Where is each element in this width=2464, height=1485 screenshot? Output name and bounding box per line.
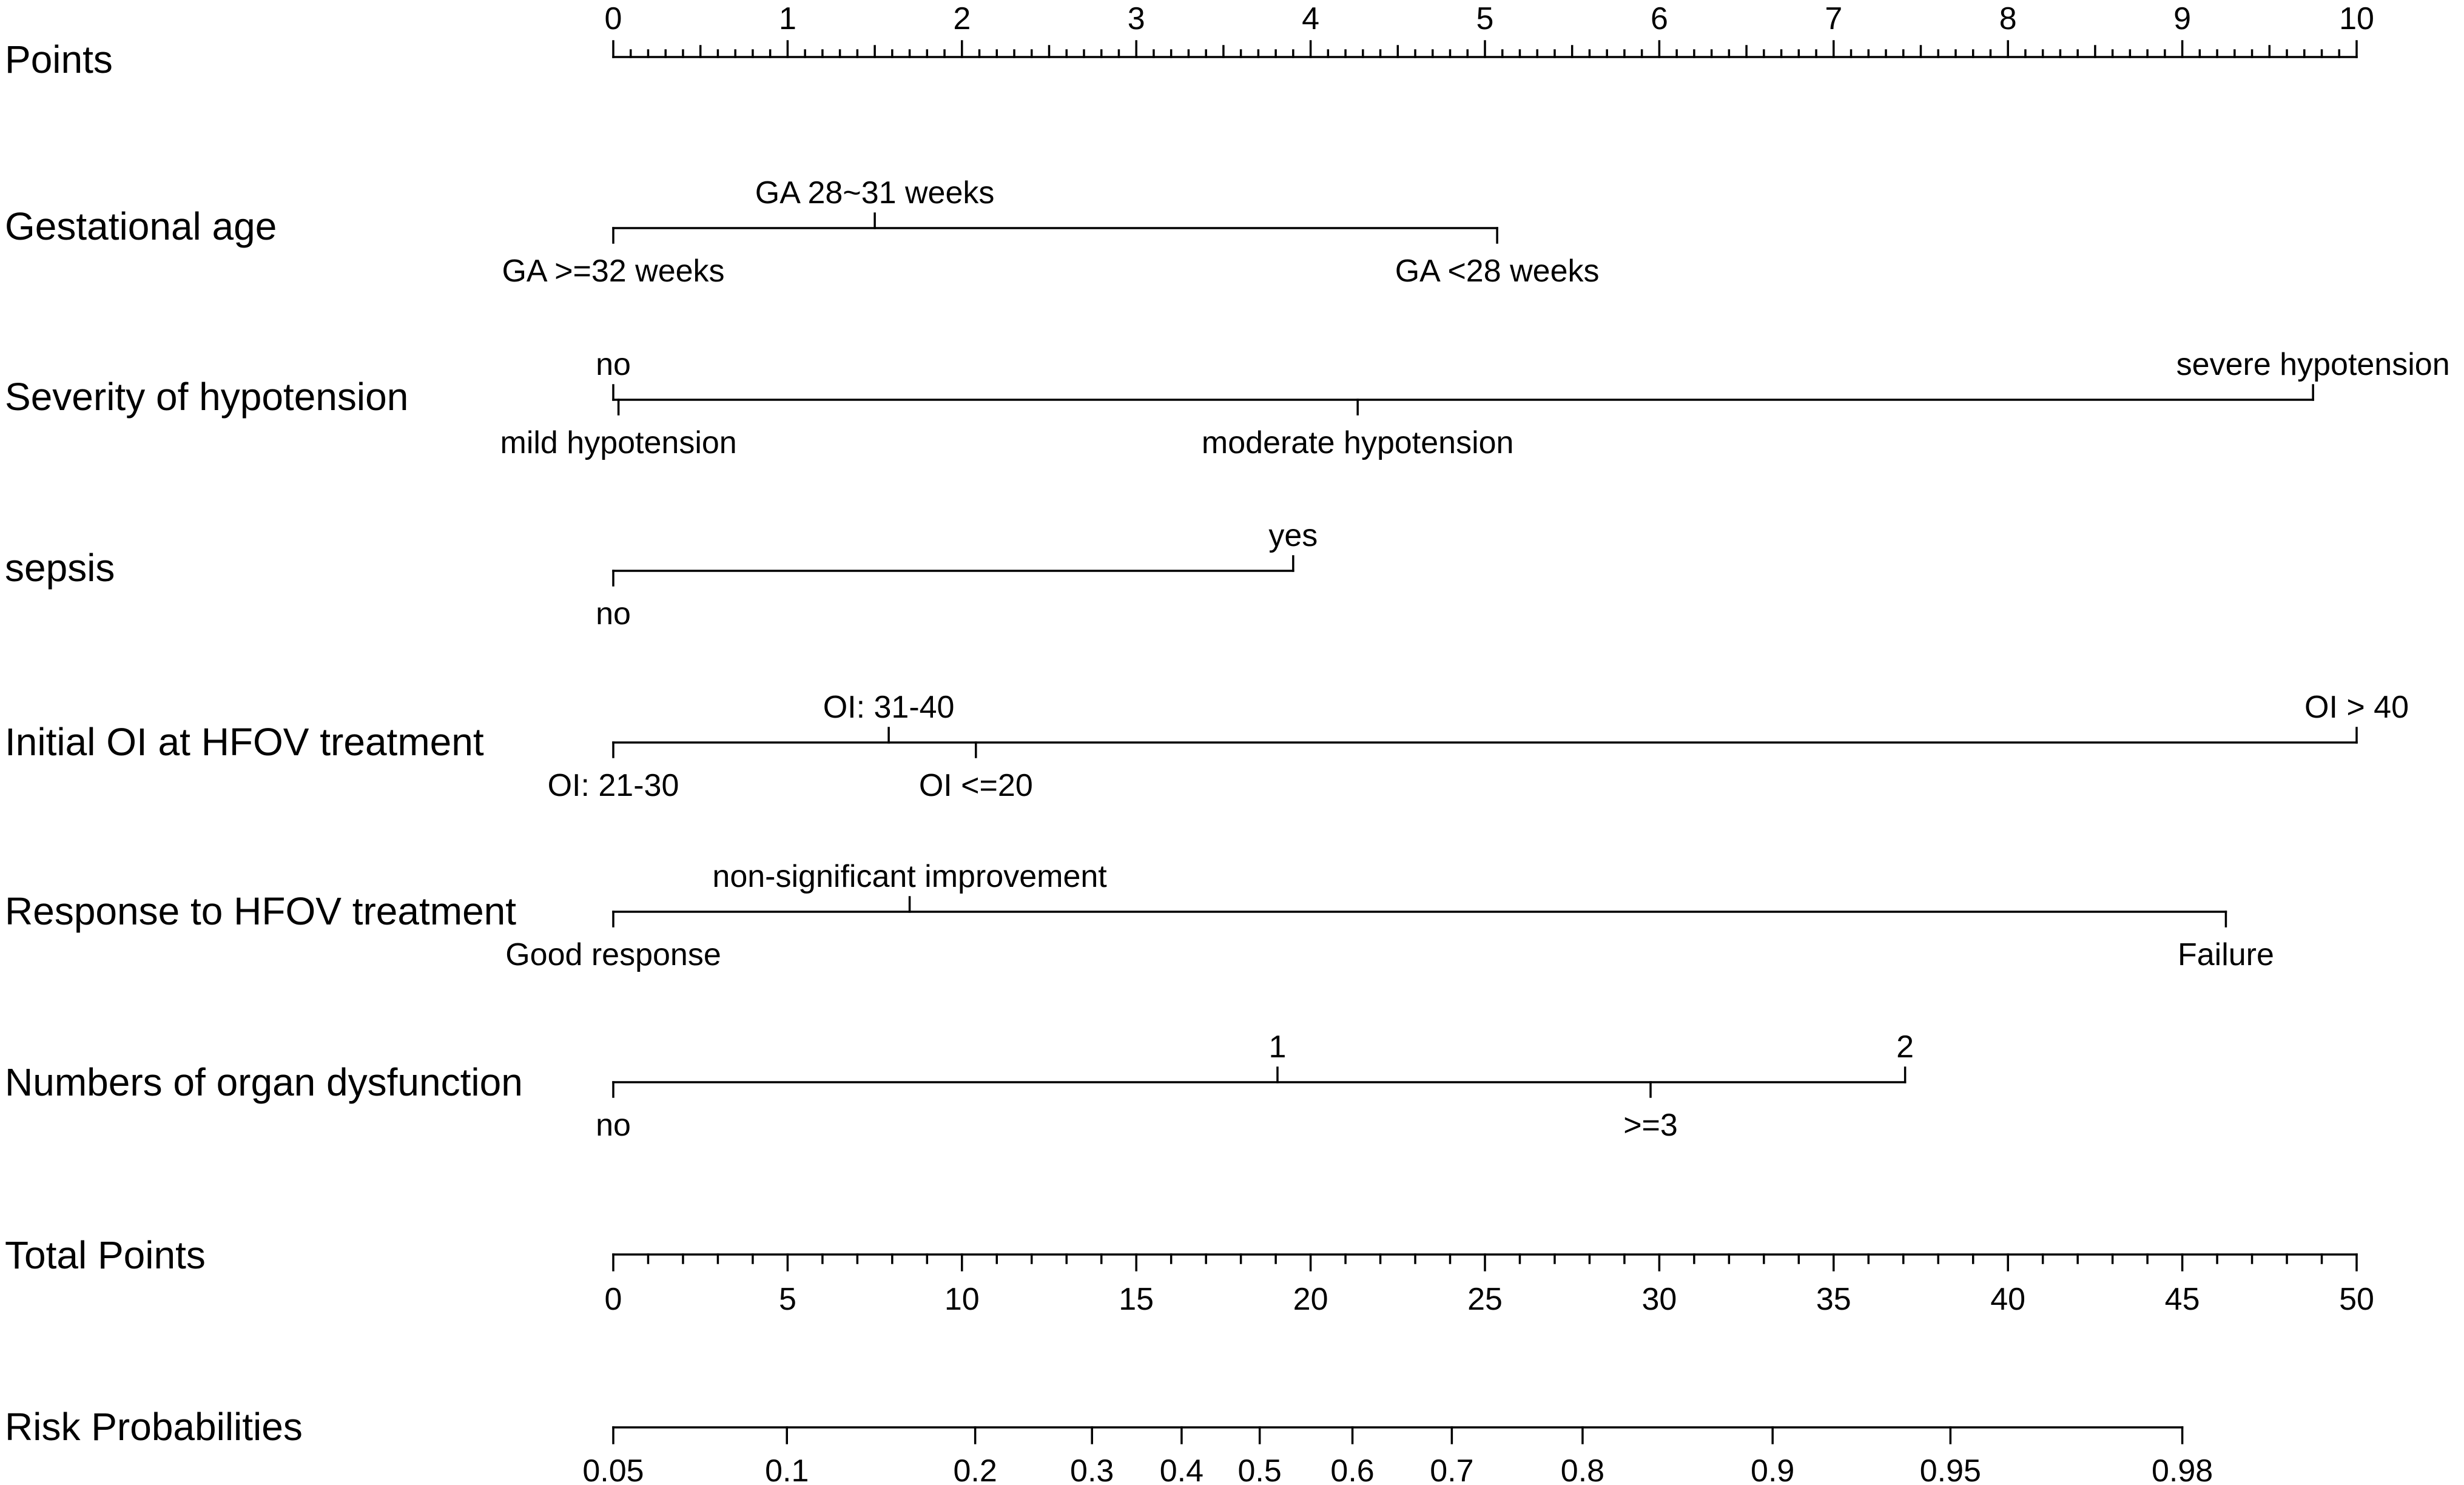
total-points-tick-label: 0: [605, 1282, 622, 1317]
level-label-ga-28-31-weeks: GA 28~31 weeks: [755, 175, 995, 210]
predictor-severity-of-hypotension: no mild hypotension moderate hypotension se…: [500, 347, 2450, 460]
predictor-label-organ-dysfunction: Numbers of organ dysfunction: [5, 1060, 523, 1104]
predictor-label-response-to-hfov: Response to HFOV treatment: [5, 889, 516, 933]
risk-tick-label: 0.1: [765, 1453, 809, 1485]
level-label-ga-32-weeks: GA >=32 weeks: [502, 254, 724, 289]
level-label-mild-hypotension: mild hypotension: [500, 425, 737, 460]
level-label-oi-21-30: OI: 21-30: [548, 768, 679, 803]
level-label-3: >=3: [1623, 1108, 1678, 1143]
points-axis-label: Points: [5, 38, 113, 81]
total-points-tick-label: 30: [1641, 1282, 1677, 1317]
total-points-tick-label: 10: [944, 1282, 980, 1317]
risk-tick-label: 0.2: [953, 1453, 997, 1485]
predictor-sepsis: no yes: [596, 518, 1318, 631]
total-points-tick-label: 20: [1293, 1282, 1328, 1317]
predictor-numbers-of-organ-dysfunction: no 1 >=3 2: [596, 1029, 1914, 1143]
level-label-severe-hypotension: severe hypotension: [2176, 347, 2450, 382]
points-tick-label: 6: [1651, 1, 1668, 36]
level-label-2: 2: [1896, 1029, 1914, 1065]
predictor-label-severity-of-hypotension: Severity of hypotension: [5, 375, 408, 419]
points-tick-label: 4: [1302, 1, 1319, 36]
risk-probabilities-axis: 0.05 0.1 0.2 0.3 0.4 0.5 0.6 0.7 0.8 0.9 0.95 0.98: [582, 1426, 2213, 1485]
points-tick-label: 10: [2339, 1, 2374, 36]
predictor-label-initial-oi: Initial OI at HFOV treatment: [5, 720, 484, 764]
total-points-axis-label: Total Points: [5, 1233, 206, 1277]
level-label-yes: yes: [1268, 518, 1318, 553]
risk-tick-label: 0.4: [1160, 1453, 1203, 1485]
total-points-axis: 0 5 10 15 20 25 30 35 40 45 50: [605, 1253, 2374, 1317]
total-points-tick-label: 40: [1990, 1282, 2025, 1317]
level-label-moderate-hypotension: moderate hypotension: [1202, 425, 1514, 460]
risk-tick-label: 0.5: [1238, 1453, 1282, 1485]
predictor-scales: GA >=32 weeks GA 28~31 weeks GA <28 weeks n…: [500, 175, 2450, 1143]
level-label-no: no: [596, 596, 631, 631]
total-points-tick-label: 45: [2165, 1282, 2200, 1317]
level-label-oi-31-40: OI: 31-40: [823, 690, 955, 725]
total-points-tick-label: 50: [2339, 1282, 2374, 1317]
level-label-failure: Failure: [2178, 937, 2274, 972]
points-tick-label: 0: [605, 1, 622, 36]
risk-tick-label: 0.9: [1751, 1453, 1794, 1485]
risk-tick-label: 0.05: [582, 1453, 644, 1485]
risk-tick-label: 0.7: [1430, 1453, 1473, 1485]
level-label-ga-28-weeks: GA <28 weeks: [1395, 254, 1600, 289]
risk-tick-label: 0.8: [1561, 1453, 1604, 1485]
total-points-tick-label: 25: [1467, 1282, 1503, 1317]
points-tick-label: 2: [953, 1, 971, 36]
row-labels: Points Gestational age Severity of hypot…: [5, 38, 523, 1449]
predictor-label-gestational-age: Gestational age: [5, 204, 277, 248]
points-axis: 0 1 2 3 4 5 6 7 8 9 10: [605, 1, 2374, 58]
risk-tick-label: 0.6: [1330, 1453, 1374, 1485]
predictor-gestational-age: GA >=32 weeks GA 28~31 weeks GA <28 weeks: [502, 175, 1599, 289]
risk-axis-label: Risk Probabilities: [5, 1405, 303, 1449]
predictor-label-sepsis: sepsis: [5, 546, 115, 590]
risk-tick-label: 0.3: [1070, 1453, 1114, 1485]
points-tick-label: 7: [1825, 1, 1842, 36]
total-points-tick-label: 35: [1816, 1282, 1851, 1317]
points-tick-label: 8: [1999, 1, 2017, 36]
total-points-tick-label: 5: [779, 1282, 796, 1317]
points-tick-label: 1: [779, 1, 796, 36]
level-label-no: no: [596, 347, 631, 382]
predictor-response-to-hfov-treatment: Good response non-significant improvement…: [505, 859, 2274, 972]
risk-tick-label: 0.98: [2152, 1453, 2213, 1485]
predictor-initial-oi-at-hfov-treatment: OI: 21-30 OI: 31-40 OI <=20 OI > 40: [548, 690, 2409, 803]
level-label-good-response: Good response: [505, 937, 721, 972]
level-label-non-significant-improvement: non-significant improvement: [712, 859, 1107, 894]
level-label-no: no: [596, 1108, 631, 1143]
points-tick-label: 5: [1476, 1, 1494, 36]
level-label-oi-40: OI > 40: [2304, 690, 2409, 725]
total-points-tick-label: 15: [1119, 1282, 1154, 1317]
points-tick-label: 3: [1128, 1, 1145, 36]
points-tick-label: 9: [2173, 1, 2191, 36]
level-label-oi-20: OI <=20: [919, 768, 1033, 803]
risk-tick-label: 0.95: [1920, 1453, 1981, 1485]
level-label-1: 1: [1269, 1029, 1287, 1065]
